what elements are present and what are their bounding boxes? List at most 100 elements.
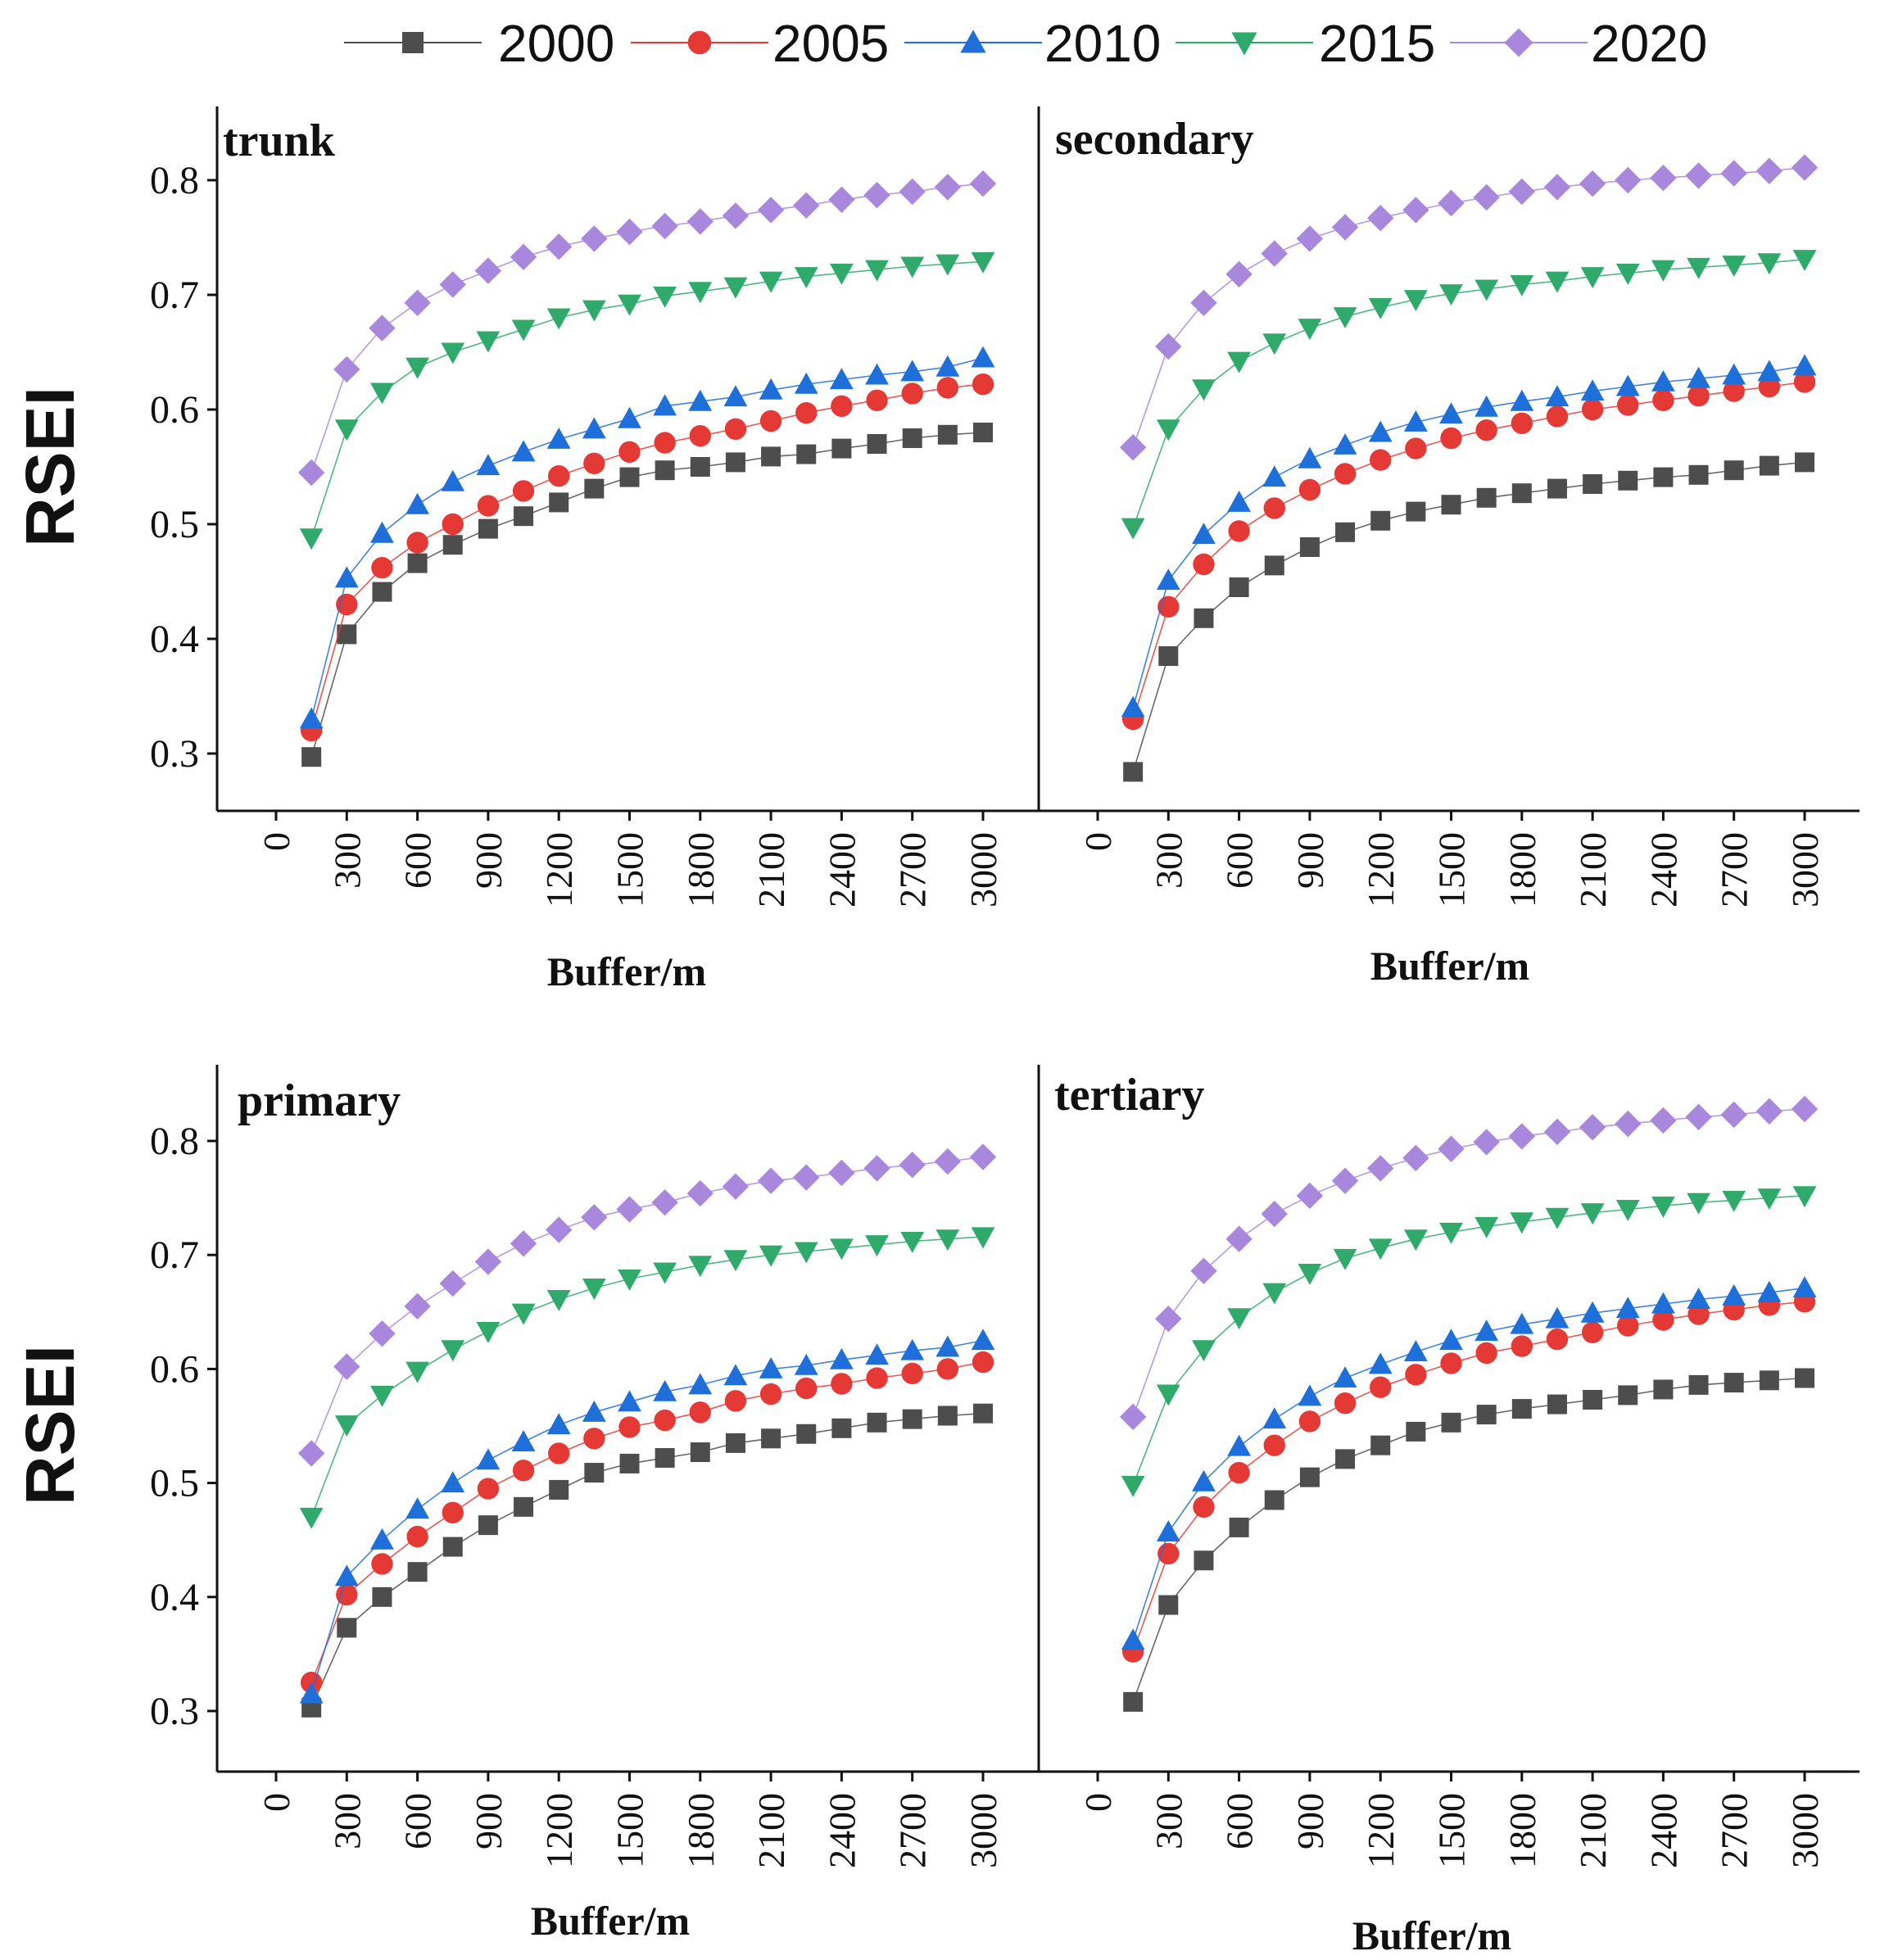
data-point xyxy=(1545,1306,1570,1329)
data-point xyxy=(1367,1155,1394,1182)
data-point xyxy=(1793,371,1816,393)
data-point xyxy=(371,1553,393,1575)
data-point xyxy=(793,1164,820,1191)
data-point xyxy=(372,1587,392,1607)
data-point xyxy=(442,535,463,555)
data-point xyxy=(1439,1329,1463,1351)
data-point xyxy=(1406,501,1426,522)
data-point xyxy=(616,218,643,246)
data-point xyxy=(795,402,818,424)
data-point xyxy=(1262,465,1287,487)
data-point xyxy=(1333,307,1357,328)
data-point xyxy=(831,438,852,459)
data-point xyxy=(478,518,498,539)
data-point xyxy=(1757,1188,1782,1210)
legend-marker-triangle-up xyxy=(960,29,986,53)
data-point xyxy=(1757,360,1782,382)
x-axis-title: Buffer/m xyxy=(1370,943,1529,989)
data-point xyxy=(902,428,922,448)
x-tick-label: 2700 xyxy=(1714,832,1755,908)
data-point xyxy=(1333,433,1357,455)
data-point xyxy=(759,271,783,293)
series-2020 xyxy=(297,1143,997,1467)
data-point xyxy=(1475,419,1497,441)
data-point xyxy=(371,557,393,579)
data-point xyxy=(1795,1368,1814,1388)
data-point xyxy=(1757,1280,1782,1302)
y-tick-label: 0.7 xyxy=(150,1233,199,1277)
x-tick-label: 2700 xyxy=(1714,1793,1755,1868)
data-point xyxy=(936,377,959,399)
series-2020 xyxy=(1119,1095,1819,1431)
data-point xyxy=(828,1159,855,1187)
data-point xyxy=(548,465,570,487)
data-point xyxy=(1296,1182,1324,1210)
data-point xyxy=(686,208,713,235)
data-point xyxy=(1615,1110,1642,1138)
data-point xyxy=(1227,1434,1251,1456)
data-point xyxy=(969,1143,997,1170)
x-tick-label: 1200 xyxy=(1360,1793,1402,1868)
series-line xyxy=(310,1412,984,1709)
data-point xyxy=(549,1479,569,1500)
data-point xyxy=(1653,467,1674,487)
data-point xyxy=(1722,363,1746,385)
data-point xyxy=(1546,1329,1569,1351)
series-2005 xyxy=(300,373,994,742)
data-point xyxy=(655,460,675,481)
data-point xyxy=(369,1320,396,1347)
data-point xyxy=(476,1321,501,1343)
data-point xyxy=(690,1442,710,1463)
data-point xyxy=(972,373,994,396)
data-point xyxy=(337,1618,357,1638)
data-point xyxy=(1687,1288,1710,1310)
x-axis-title: Buffer/m xyxy=(547,948,706,994)
data-point xyxy=(442,1537,463,1557)
data-point xyxy=(1370,1376,1392,1398)
data-point xyxy=(1298,1384,1322,1406)
x-tick-label: 2100 xyxy=(750,1793,792,1868)
x-tick-label: 2400 xyxy=(821,1793,863,1868)
data-point xyxy=(1158,646,1179,666)
data-point xyxy=(1262,1283,1287,1305)
data-point xyxy=(546,233,573,260)
data-point xyxy=(1439,402,1463,424)
panel-title: trunk xyxy=(223,115,336,166)
data-point xyxy=(1720,1101,1747,1129)
data-point xyxy=(651,212,678,240)
data-point xyxy=(1368,297,1393,319)
data-point xyxy=(725,452,745,473)
data-point xyxy=(973,423,993,442)
panel-tertiary: 0 300 600 900 1200 1500 1800 2100 2400 2700 3000 te… xyxy=(1037,1065,1860,1958)
data-point xyxy=(1192,379,1216,401)
legend: 2000 2005 2010 2015 2020 xyxy=(344,14,1707,73)
data-point xyxy=(369,315,396,342)
data-point xyxy=(405,1361,429,1383)
data-point xyxy=(405,1497,429,1519)
data-point xyxy=(1475,1216,1499,1238)
data-point xyxy=(1581,1321,1604,1344)
data-point xyxy=(581,225,608,252)
data-point xyxy=(1580,267,1605,288)
data-point xyxy=(514,1496,534,1517)
data-point xyxy=(1687,257,1710,279)
data-point xyxy=(1543,1118,1571,1146)
y-axis-title: RSEI xyxy=(11,387,88,547)
data-point xyxy=(1229,577,1249,597)
data-point xyxy=(1651,1196,1675,1218)
data-point xyxy=(725,1433,745,1453)
data-point xyxy=(865,1343,889,1365)
data-point xyxy=(336,593,358,616)
data-point xyxy=(1370,1435,1391,1455)
data-point xyxy=(1370,449,1392,471)
data-point xyxy=(512,1460,535,1482)
panel-trunk: 0 300 600 900 1200 1500 1800 2100 2400 2700 3000 0.… xyxy=(11,106,1039,994)
data-point xyxy=(688,1373,713,1395)
data-point xyxy=(334,1415,359,1437)
data-point xyxy=(618,1416,641,1438)
data-point xyxy=(759,1245,783,1267)
data-point xyxy=(690,457,710,477)
data-point xyxy=(654,1409,676,1432)
data-point xyxy=(937,1405,958,1426)
data-point xyxy=(1119,434,1147,461)
